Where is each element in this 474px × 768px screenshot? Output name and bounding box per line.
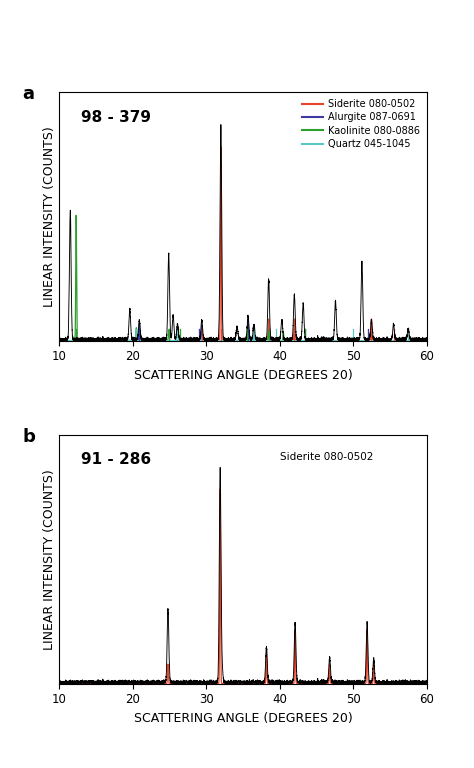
Text: a: a xyxy=(22,84,35,103)
Text: Siderite 080-0502: Siderite 080-0502 xyxy=(280,452,373,462)
Y-axis label: LINEAR INTENSITY (COUNTS): LINEAR INTENSITY (COUNTS) xyxy=(44,126,56,306)
Text: b: b xyxy=(22,428,36,445)
X-axis label: SCATTERING ANGLE (DEGREES 20): SCATTERING ANGLE (DEGREES 20) xyxy=(134,712,352,725)
X-axis label: SCATTERING ANGLE (DEGREES 20): SCATTERING ANGLE (DEGREES 20) xyxy=(134,369,352,382)
Text: 98 - 379: 98 - 379 xyxy=(82,110,151,124)
Text: 91 - 286: 91 - 286 xyxy=(82,452,151,468)
Y-axis label: LINEAR INTENSITY (COUNTS): LINEAR INTENSITY (COUNTS) xyxy=(44,469,56,650)
Legend: Siderite 080-0502, Alurgite 087-0691, Kaolinite 080-0886, Quartz 045-1045: Siderite 080-0502, Alurgite 087-0691, Ka… xyxy=(300,97,422,151)
